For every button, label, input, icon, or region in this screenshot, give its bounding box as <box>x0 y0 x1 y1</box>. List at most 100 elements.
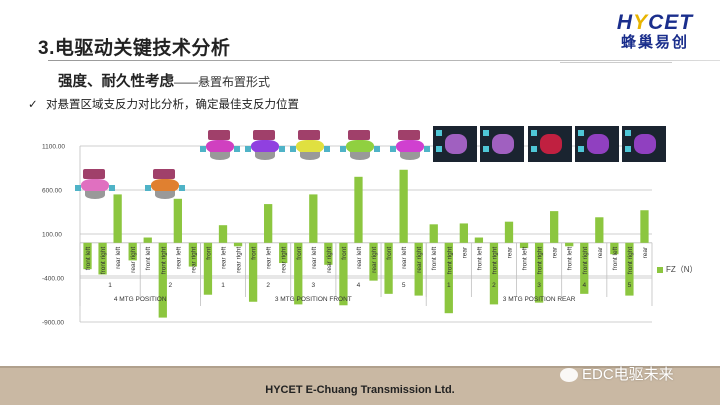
mount-model-thumbnail-dark <box>480 126 524 162</box>
watermark-text: EDC电驱未来 <box>582 366 674 383</box>
x-category-label: front left <box>431 247 438 271</box>
x-category-label: front right <box>100 247 107 275</box>
bar <box>248 242 258 302</box>
x-category-label: rear right <box>416 247 423 273</box>
bar <box>128 242 137 261</box>
wechat-icon <box>560 368 578 383</box>
y-tick-label: -400.00 <box>42 276 64 283</box>
company-logo: HYCET 蜂巢易创 <box>600 11 710 52</box>
bar <box>203 242 213 295</box>
x-category-label: front <box>205 247 212 260</box>
bar <box>264 204 273 243</box>
x-category-label: rear <box>507 246 514 258</box>
x-category-label: front <box>251 247 258 260</box>
x-subgroup-label: 2 <box>492 282 496 289</box>
mount-model-thumbnail-dark <box>622 126 666 162</box>
bar <box>188 242 198 267</box>
bar <box>565 242 574 247</box>
bar <box>640 210 649 243</box>
bar <box>309 194 318 243</box>
x-category-label: front <box>341 247 348 260</box>
x-subgroup-label: 1 <box>108 282 112 289</box>
bar <box>173 198 182 243</box>
mount-model-thumbnail-dark <box>575 126 619 162</box>
bar <box>294 242 303 305</box>
x-category-label: rear left <box>221 247 228 269</box>
mount-model-thumbnail <box>200 126 240 164</box>
bar <box>218 225 228 243</box>
bar <box>429 224 438 243</box>
x-category-label: front right <box>446 247 453 275</box>
mount-model-thumbnail-dark <box>433 126 477 162</box>
logo-english: HYCET <box>616 11 694 34</box>
x-category-label: front right <box>627 247 634 275</box>
title-underline <box>48 60 720 61</box>
subtitle-dash: ——悬置布置形式 <box>174 75 271 89</box>
logo-chinese: 蜂巢易创 <box>620 34 689 51</box>
bar <box>113 194 122 243</box>
bar <box>324 242 333 265</box>
bar <box>384 242 393 294</box>
x-subgroup-label: 5 <box>402 282 406 289</box>
checkmark-icon: ✓ <box>28 99 38 111</box>
bar <box>143 237 152 243</box>
x-category-label: front left <box>522 247 529 271</box>
x-subgroup-label: 4 <box>357 282 361 289</box>
bar <box>83 242 92 270</box>
x-category-label: rear left <box>115 247 122 269</box>
bar <box>369 242 378 281</box>
subtitle-bold: 强度、耐久性考虑 <box>58 74 174 90</box>
mount-model-thumbnail-dark <box>528 126 572 162</box>
mount-model-thumbnail <box>145 165 185 203</box>
bullet-point: ✓ 对悬置区域支反力对比分析，确定最佳支反力位置 <box>28 96 299 112</box>
bar <box>474 237 484 243</box>
x-subgroup-label: 2 <box>266 282 270 289</box>
bar <box>233 242 243 247</box>
bar <box>354 176 363 243</box>
x-category-label: rear left <box>266 247 273 269</box>
y-tick-label: -900.00 <box>42 320 64 327</box>
x-category-label: rear left <box>311 247 318 269</box>
y-tick-label: 1100.00 <box>42 144 65 151</box>
legend-label: FZ（N） <box>666 265 698 274</box>
y-tick-label: 600.00 <box>42 188 62 195</box>
x-category-label: front <box>386 247 393 260</box>
x-subgroup-label: 1 <box>447 282 451 289</box>
bar <box>158 242 167 318</box>
bar <box>625 242 634 296</box>
x-category-label: rear left <box>356 247 363 269</box>
bar <box>399 169 408 243</box>
x-group-label: 3 MTG POSITION REAR <box>503 296 576 303</box>
bar <box>339 242 348 306</box>
y-tick-label: 100.00 <box>42 232 62 239</box>
x-category-label: front left <box>145 247 152 271</box>
x-group-label: 3 MTG POSITION FRONT <box>275 296 352 303</box>
x-category-label: rear left <box>401 247 408 269</box>
x-subgroup-label: 2 <box>169 282 173 289</box>
mount-model-thumbnail <box>75 165 115 203</box>
legend-swatch <box>657 266 663 273</box>
subtitle: 强度、耐久性考虑——悬置布置形式 <box>58 70 270 91</box>
bar <box>459 223 468 243</box>
x-category-label: rear <box>642 246 649 258</box>
mount-model-thumbnail <box>390 126 430 164</box>
x-category-label: front left <box>85 247 92 271</box>
bar <box>504 221 514 243</box>
bar <box>534 242 544 303</box>
x-category-label: rear <box>461 246 468 258</box>
x-category-label: rear <box>597 246 604 258</box>
bar <box>98 242 107 275</box>
bar <box>279 242 288 264</box>
slide-title: 3.电驱动关键技术分析 <box>38 38 231 59</box>
footer-divider <box>0 366 720 368</box>
x-category-label: rear left <box>175 247 182 269</box>
x-subgroup-label: 1 <box>221 282 225 289</box>
x-subgroup-label: 5 <box>628 282 632 289</box>
mount-model-thumbnail <box>290 126 330 164</box>
x-category-label: rear right <box>130 247 137 273</box>
x-category-label: front left <box>612 247 619 271</box>
bar-chart: 1100.00 600.00 100.00 -400.00 -900.00 front l… <box>42 144 653 327</box>
footer-bar: HYCET E-Chuang Transmission Ltd. <box>0 368 720 405</box>
x-subgroup-label: 3 <box>537 282 541 289</box>
x-category-label: front right <box>160 247 167 275</box>
